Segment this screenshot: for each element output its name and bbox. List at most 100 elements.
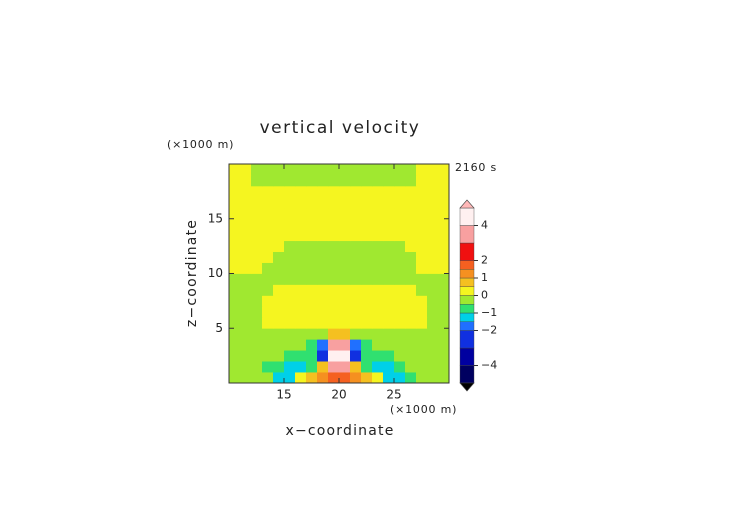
field-cell (372, 196, 384, 209)
field-cell (438, 262, 450, 274)
field-cell (295, 295, 307, 307)
field-cell (317, 174, 329, 187)
field-cell (339, 229, 351, 242)
field-cell (295, 284, 307, 296)
field-cell (339, 328, 351, 340)
field-cell (438, 164, 450, 176)
field-cell (361, 372, 373, 384)
field-cell (383, 328, 395, 340)
y-tick-label: 5 (215, 321, 223, 335)
field-cell (427, 317, 439, 329)
y-tick-label: 10 (208, 266, 223, 280)
field-cell (361, 328, 373, 340)
field-cell (262, 164, 274, 176)
field-cell (394, 218, 406, 231)
field-cell (427, 164, 439, 176)
field-cell (383, 251, 395, 263)
field-cell (240, 262, 252, 274)
field-cell (328, 240, 340, 252)
field-cell (438, 273, 450, 285)
field-cell (427, 174, 439, 187)
field-cell (262, 185, 274, 198)
field-cell (284, 218, 296, 231)
field-cell (438, 240, 450, 252)
field-cell (284, 174, 296, 187)
field-cell (350, 164, 362, 176)
field-cell (284, 317, 296, 329)
field-cell (361, 262, 373, 274)
field-cell (295, 229, 307, 242)
field-cell (328, 295, 340, 307)
field-cell (262, 372, 274, 384)
field-cell (339, 185, 351, 198)
colorbar-tick-label: −4 (481, 359, 497, 372)
field-cell (317, 229, 329, 242)
field-cell (273, 339, 285, 351)
field-cell (240, 196, 252, 209)
field-cell (383, 207, 395, 220)
field-cell (240, 273, 252, 285)
field-cell (339, 262, 351, 274)
colorbar-segment (459, 321, 475, 331)
field-cell (394, 185, 406, 198)
field-cell (416, 306, 428, 318)
field-cell (405, 251, 417, 263)
field-cell (229, 284, 241, 296)
field-cell (405, 229, 417, 242)
field-cell (372, 207, 384, 220)
colorbar-segment (459, 277, 475, 287)
field-cell (284, 328, 296, 340)
colorbar-over (459, 199, 475, 209)
field-cell (262, 240, 274, 252)
field-cell (361, 295, 373, 307)
field-cell (251, 295, 263, 307)
field-cell (317, 306, 329, 318)
field-cell (306, 284, 318, 296)
field-cell (306, 196, 318, 209)
field-cell (240, 251, 252, 263)
field-cell (394, 207, 406, 220)
field-cell (416, 262, 428, 274)
field-cell (350, 240, 362, 252)
field-cell (317, 350, 329, 362)
field-cell (251, 284, 263, 296)
field-cell (339, 273, 351, 285)
field-cell (438, 339, 450, 351)
field-cell (306, 262, 318, 274)
field-cell (229, 306, 241, 318)
x-tick-label: 25 (386, 388, 401, 402)
field-cell (372, 372, 384, 384)
field-cell (372, 361, 384, 373)
y-axis-label: z−coordinate (184, 219, 200, 327)
field-cell (405, 350, 417, 362)
field-cell (372, 174, 384, 187)
field-cell (273, 174, 285, 187)
field-cell (350, 317, 362, 329)
field-cell (416, 185, 428, 198)
field-cell (350, 185, 362, 198)
field-cell (350, 306, 362, 318)
field-cell (284, 251, 296, 263)
field-cell (295, 207, 307, 220)
field-cell (372, 273, 384, 285)
field-cell (405, 284, 417, 296)
field-cell (394, 328, 406, 340)
field-cell (405, 273, 417, 285)
field-cell (361, 350, 373, 362)
field-cell (427, 196, 439, 209)
field-cell (251, 273, 263, 285)
field-cell (372, 328, 384, 340)
field-cell (416, 229, 428, 242)
field-cell (328, 339, 340, 351)
field-cell (251, 174, 263, 187)
field-cell (240, 164, 252, 176)
field-cell (262, 207, 274, 220)
field-cell (405, 262, 417, 274)
field-cell (394, 306, 406, 318)
field-cell (328, 185, 340, 198)
field-cell (295, 361, 307, 373)
field-cell (350, 372, 362, 384)
field-cell (427, 295, 439, 307)
field-cell (427, 240, 439, 252)
